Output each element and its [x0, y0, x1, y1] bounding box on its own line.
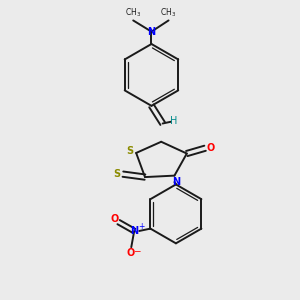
Text: +: +: [138, 222, 144, 231]
Text: S: S: [126, 146, 133, 157]
Text: CH$_3$: CH$_3$: [124, 7, 141, 19]
Text: CH$_3$: CH$_3$: [160, 7, 177, 19]
Text: N: N: [147, 27, 155, 37]
Text: N: N: [172, 177, 180, 187]
Text: O: O: [207, 142, 215, 153]
Text: −: −: [134, 247, 141, 256]
Text: O: O: [110, 214, 118, 224]
Text: S: S: [113, 169, 120, 179]
Text: N: N: [130, 226, 138, 236]
Text: H: H: [170, 116, 178, 126]
Text: O: O: [127, 248, 135, 258]
